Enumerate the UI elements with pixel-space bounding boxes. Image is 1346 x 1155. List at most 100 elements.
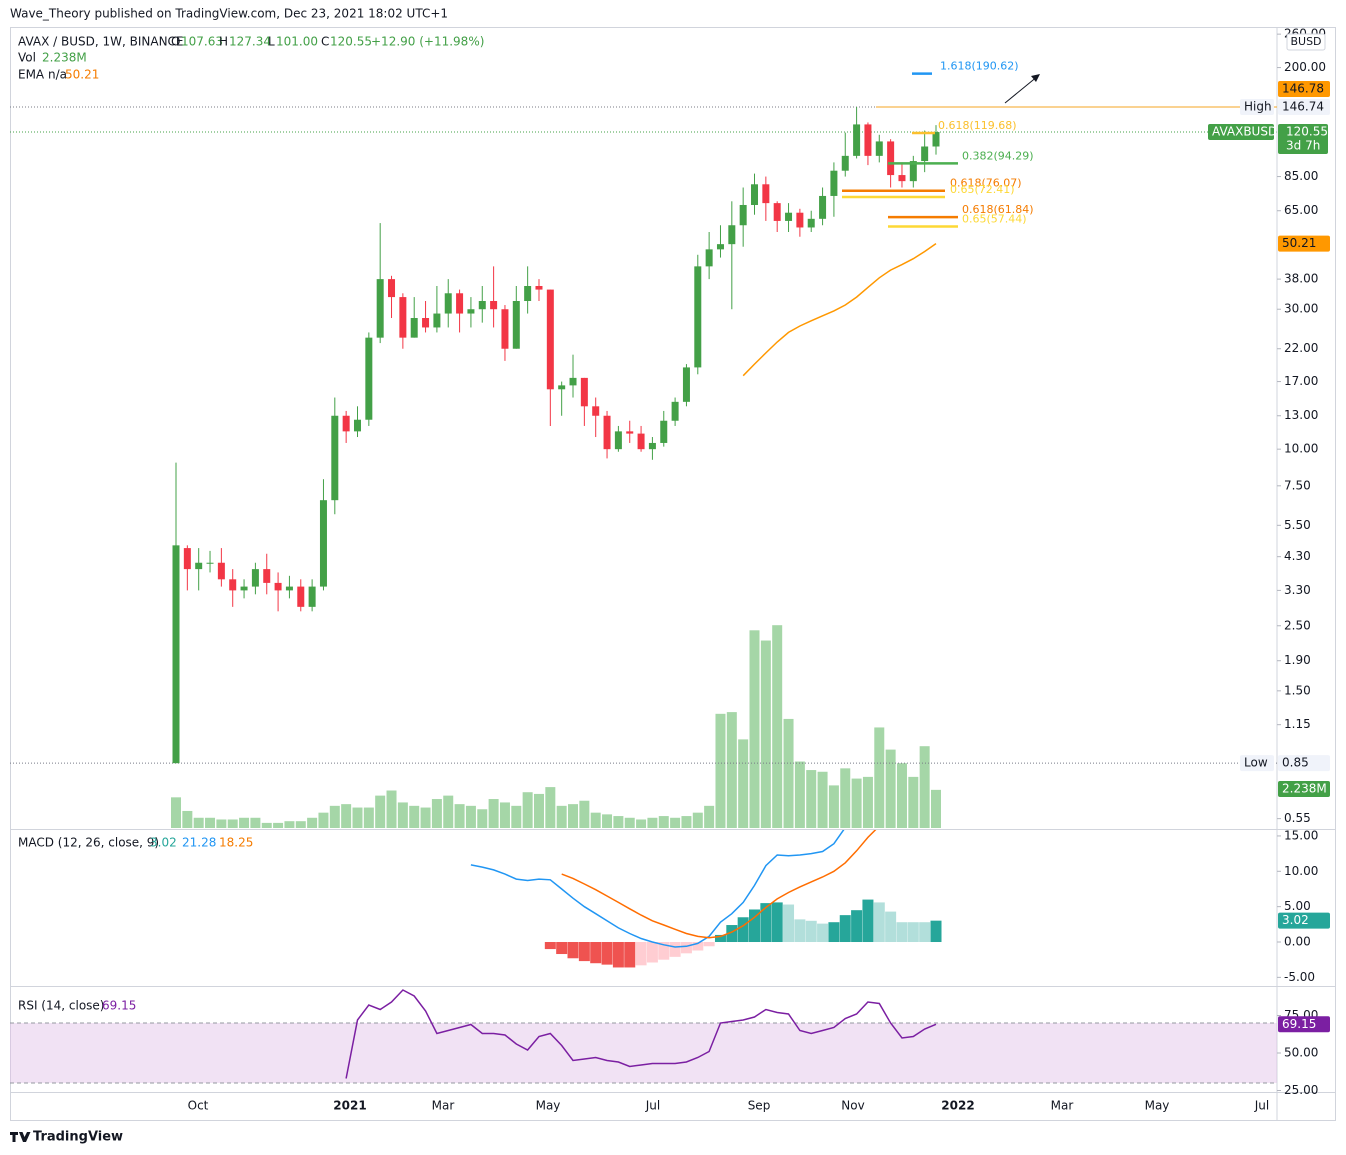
legend-value: 69.15 — [102, 999, 136, 1013]
legend-key: MACD (12, 26, close, 9) — [18, 836, 159, 850]
volume-bar — [533, 793, 544, 828]
candle-body — [433, 313, 441, 328]
candle-body — [864, 124, 872, 156]
macd-hist-bar — [692, 942, 704, 951]
volume-bar — [613, 816, 624, 828]
legend-key: O — [171, 35, 180, 49]
candle-body — [274, 582, 282, 591]
x-tick-label: Jul — [645, 1099, 660, 1113]
candle-body — [183, 548, 191, 570]
volume-bar — [715, 713, 726, 828]
volume-bar — [636, 819, 647, 828]
volume-bar — [658, 816, 669, 828]
legend-value: 120.55 — [330, 35, 372, 49]
candle-body — [694, 266, 702, 368]
volume-bar — [862, 776, 873, 828]
legend-value: 107.63 — [181, 35, 223, 49]
candle-body — [626, 431, 634, 434]
volume-bar — [522, 792, 533, 828]
macd-hist-bar — [760, 903, 772, 943]
volume-bar — [681, 816, 692, 828]
macd-hist-bar — [544, 942, 556, 950]
quote-badge[interactable] — [1286, 33, 1326, 51]
signal-line — [561, 830, 877, 939]
candle-body — [524, 286, 532, 302]
x-tick-label: Mar — [432, 1099, 455, 1113]
ema-badge: 50.21 — [1282, 236, 1316, 250]
candle-body — [285, 586, 293, 591]
volume-bar — [227, 819, 238, 828]
macd-hist-bar — [862, 899, 874, 943]
macd-hist-bar — [714, 934, 726, 943]
volume-bar — [216, 819, 227, 828]
candle-body — [728, 225, 736, 245]
legend-key: Vol — [18, 51, 36, 65]
volume-bar — [239, 817, 250, 828]
volume-bar — [295, 821, 306, 828]
x-tick-label: Nov — [841, 1099, 864, 1113]
volume-bar — [851, 778, 862, 828]
volume-bar — [488, 799, 499, 828]
brand-name: TradingView — [33, 1130, 123, 1145]
candle-body — [932, 132, 940, 147]
macd-hist-bar — [930, 920, 942, 943]
candle-body — [592, 406, 600, 416]
volume-bar — [806, 770, 817, 828]
legend-value: 3.02 — [150, 836, 177, 850]
macd-hist-bar — [794, 919, 806, 943]
y-tick-label: 13.00 — [1284, 408, 1318, 422]
rsi-badge-bg — [1278, 1016, 1330, 1033]
macd-badge: 3.02 — [1282, 913, 1309, 927]
y-tick-label: 1.15 — [1284, 717, 1311, 731]
candle-body — [229, 579, 237, 591]
candle-body — [206, 562, 214, 564]
y-tick-label: 22.00 — [1284, 341, 1318, 355]
orange-price-badge: 146.78 — [1282, 82, 1324, 96]
volume-bar — [193, 817, 204, 828]
y-tick-label: 38.00 — [1284, 272, 1318, 286]
x-tick-label: Jul — [1254, 1099, 1269, 1113]
volume-bar — [794, 761, 805, 828]
volume-bar — [590, 812, 601, 828]
fib-label: 0.382(94.29) — [962, 149, 1034, 162]
y-tick-label: 5.50 — [1284, 518, 1311, 532]
price-badge: 120.55 — [1286, 125, 1328, 139]
countdown: 3d 7h — [1286, 139, 1320, 153]
volume-bar — [431, 799, 442, 828]
volume-bar — [307, 817, 318, 828]
high-value: 146.74 — [1282, 100, 1324, 114]
candle-body — [716, 244, 724, 250]
candle-body — [546, 289, 554, 390]
high-value-bg — [1278, 99, 1330, 116]
candle-body — [898, 175, 906, 182]
volume-bar — [545, 787, 556, 828]
legend-key: EMA n/a — [18, 68, 67, 82]
candle-body — [660, 420, 668, 443]
candle-body — [342, 415, 350, 432]
volume-bar — [828, 785, 839, 828]
macd-hist-bar — [726, 925, 738, 943]
volume-bar — [171, 797, 181, 828]
volume-bar — [840, 768, 851, 828]
macd-hist-bar — [885, 911, 897, 943]
volume-bar — [624, 817, 635, 828]
macd-hist-bar — [635, 942, 647, 966]
quote-label[interactable]: BUSD — [1290, 35, 1321, 48]
volume-bar — [409, 805, 420, 828]
candle-body — [467, 309, 475, 314]
legend-change: +12.90 (+11.98%) — [371, 35, 484, 49]
y-tick-label: 17.00 — [1284, 374, 1318, 388]
macd-hist-bar — [737, 917, 749, 943]
candle-body — [558, 385, 566, 390]
candle-body — [751, 184, 759, 205]
volume-badge: 2.238M — [1282, 782, 1327, 796]
legend-key: L — [268, 35, 275, 49]
volume-bar — [772, 625, 783, 828]
macd-hist-bar — [817, 923, 829, 943]
candle-body — [580, 377, 588, 407]
x-tick-label: Oct — [188, 1099, 209, 1113]
candle-body — [422, 318, 430, 328]
macd-hist-bar — [612, 942, 624, 968]
